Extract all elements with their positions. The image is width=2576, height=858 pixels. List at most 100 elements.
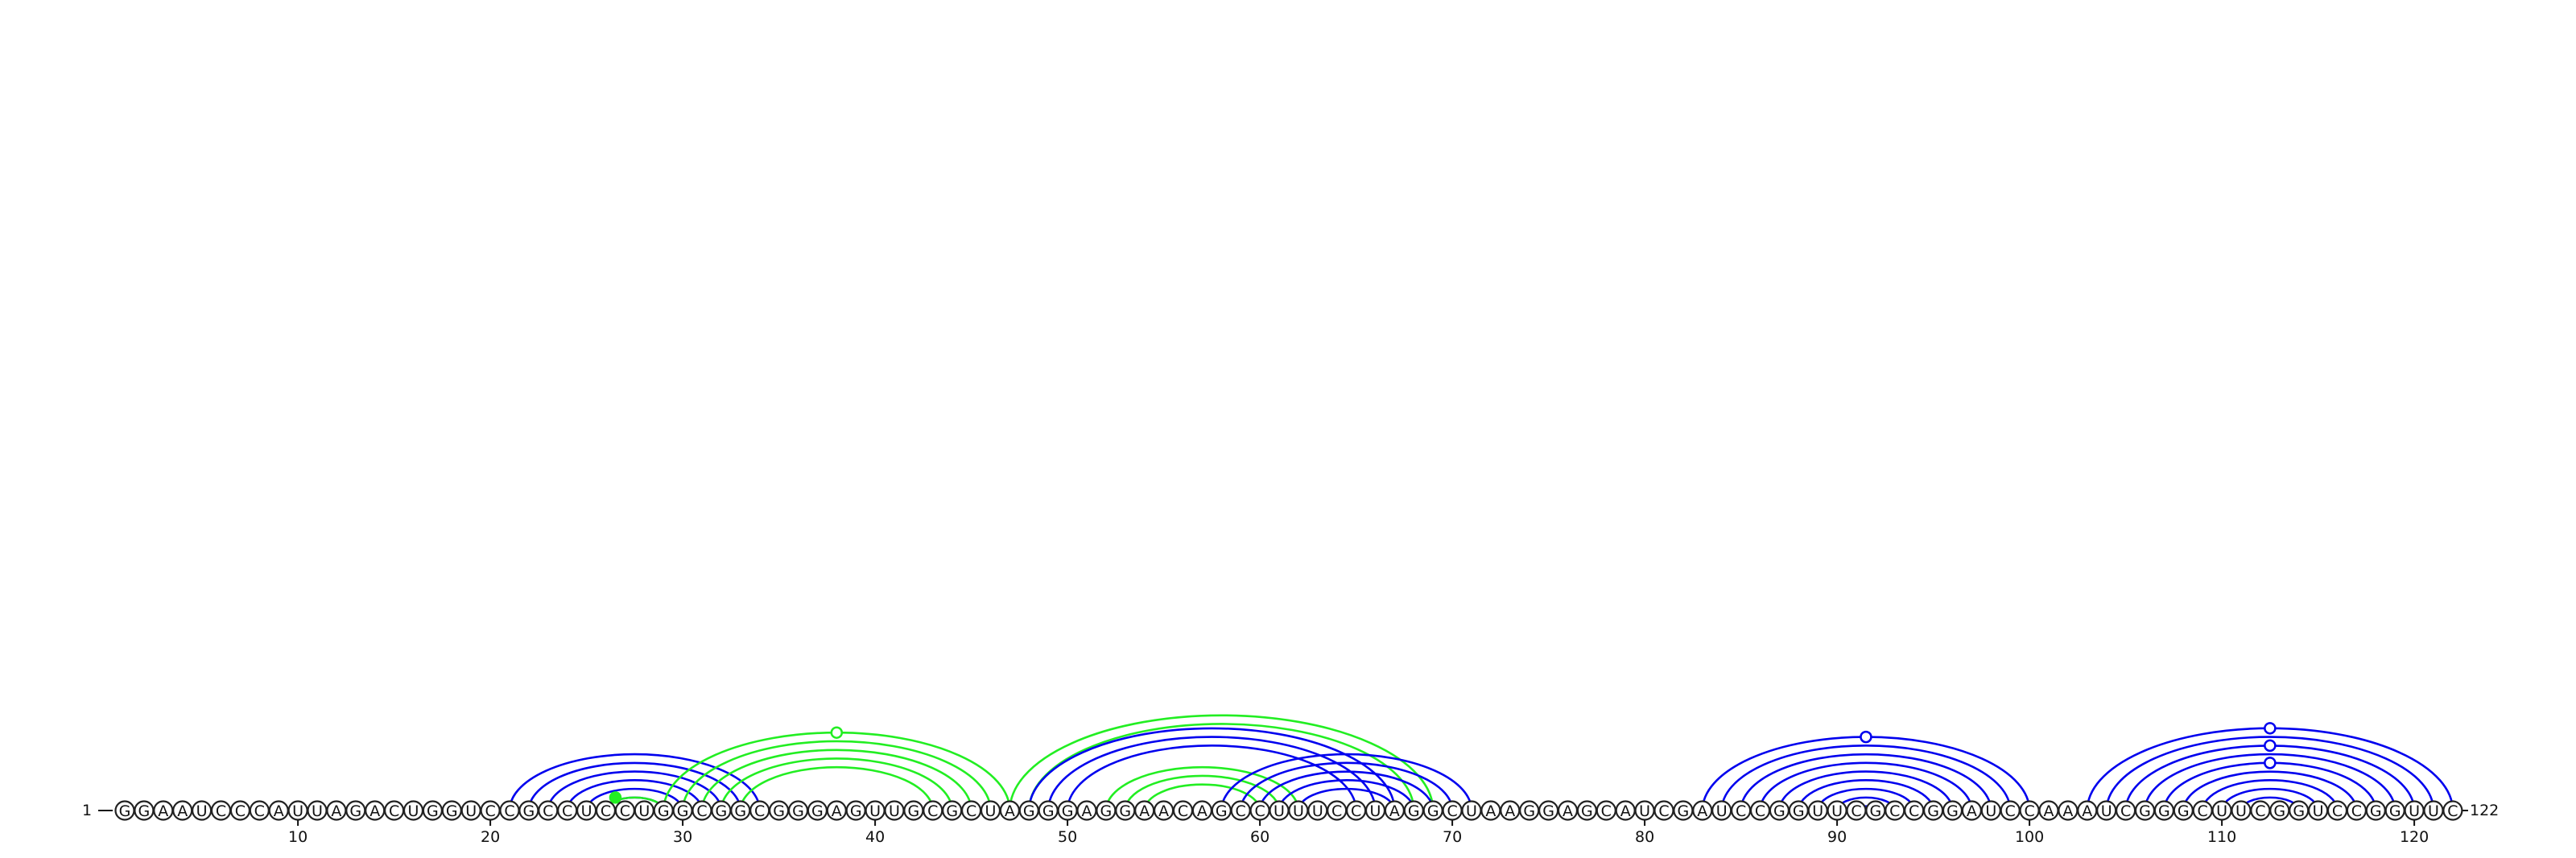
nucleotide-letter: G xyxy=(2389,802,2401,820)
nucleotide: C xyxy=(2116,800,2136,821)
nucleotide: G xyxy=(1211,800,1232,821)
nucleotide-letter: C xyxy=(601,802,611,820)
base-pair-arcs xyxy=(508,714,2454,811)
nucleotide-letter: G xyxy=(1062,802,1074,820)
nucleotide-letter: C xyxy=(620,802,630,820)
nucleotide-letter: A xyxy=(1139,802,1150,820)
nucleotide-letter: A xyxy=(1505,802,1515,820)
nucleotide-letter: A xyxy=(1389,802,1400,820)
tick-label-50: 50 xyxy=(1058,828,1077,846)
nucleotide: U xyxy=(634,800,654,821)
nucleotide: U xyxy=(2211,800,2232,821)
nucleotide-letter: U xyxy=(985,802,997,820)
nucleotide: U xyxy=(1269,800,1290,821)
nucleotide-letter: C xyxy=(389,802,399,820)
nucleotide-letter: C xyxy=(254,802,265,820)
nucleotide-letter: C xyxy=(1351,802,1361,820)
nucleotide: U xyxy=(1364,800,1386,821)
nucleotide-letter: G xyxy=(946,802,958,820)
nucleotide: U xyxy=(1634,800,1655,821)
arc-green-31-45 xyxy=(700,749,972,811)
arc-green-54-60 xyxy=(1143,783,1261,811)
nucleotide-letter: A xyxy=(158,802,168,820)
nucleotide: U xyxy=(2096,800,2117,821)
nucleotide: A xyxy=(1384,800,1406,821)
nucleotide: G xyxy=(942,800,963,821)
nucleotide-letter: U xyxy=(196,802,208,820)
nucleotide-letter: U xyxy=(292,802,303,820)
arc-blue-89-94 xyxy=(1816,787,1915,811)
nucleotide-letter: A xyxy=(369,802,380,820)
nucleotide-letter: U xyxy=(312,802,323,820)
nucleotide-letter: C xyxy=(1447,802,1457,820)
nucleotide: A xyxy=(2058,800,2079,821)
nucleotide: G xyxy=(345,800,366,821)
nucleotide-letter: G xyxy=(1023,802,1035,820)
nucleotide: G xyxy=(1788,800,1809,821)
nucleotide-letter: G xyxy=(1100,802,1113,820)
nucleotide: U xyxy=(2231,800,2252,821)
arc-blue-60-69 xyxy=(1258,770,1435,811)
nucleotide-letter: C xyxy=(1331,802,1342,820)
position-ticks: 10 20 30 40 50 60 70 80 90 100 110 120 xyxy=(288,820,2429,846)
nucleotide: G xyxy=(1942,800,1963,821)
arc-blue-22-33 xyxy=(527,761,742,811)
nucleotide-letter: U xyxy=(2313,802,2324,820)
nucleotide-letter: A xyxy=(1563,802,1573,820)
nucleotide-letter: C xyxy=(696,802,707,820)
nucleotide: G xyxy=(518,800,539,821)
nucleotide: G xyxy=(768,800,790,821)
arc-marker-8-2 xyxy=(2264,757,2277,769)
nucleotide-letter: G xyxy=(1678,802,1690,820)
start-label: 1 xyxy=(82,802,92,819)
nucleotide-letter: A xyxy=(2082,802,2092,820)
nucleotide: C xyxy=(1904,800,1925,821)
nucleotide-letter: U xyxy=(1274,802,1285,820)
nucleotide-letter: A xyxy=(832,802,842,820)
nucleotide: A xyxy=(172,800,193,821)
tick-label-110: 110 xyxy=(2207,828,2236,846)
nucleotide: A xyxy=(1153,800,1174,821)
nucleotide: A xyxy=(999,800,1021,821)
nucleotide-letter: G xyxy=(119,802,131,820)
nucleotide: C xyxy=(384,800,405,821)
nucleotide: G xyxy=(1018,800,1039,821)
nucleotide: G xyxy=(1038,800,1059,821)
nucleotide-letter: G xyxy=(908,802,920,820)
nucleotide: C xyxy=(210,800,232,821)
nucleotide-letter: C xyxy=(216,802,226,820)
nucleotide-letter: A xyxy=(1158,802,1169,820)
arc-marker-1-0 xyxy=(609,791,622,804)
nucleotide-letter: C xyxy=(235,802,246,820)
nucleotide: G xyxy=(1923,800,1944,821)
nucleotide-letter: G xyxy=(658,802,670,820)
nucleotide: G xyxy=(2153,800,2174,821)
nucleotide: C xyxy=(557,800,578,821)
nucleotide-letter: U xyxy=(1985,802,1996,820)
nucleotide: G xyxy=(1096,800,1117,821)
nucleotide: A xyxy=(1615,800,1636,821)
arc-blue-85-98 xyxy=(1740,753,1992,811)
nucleotide: C xyxy=(749,800,770,821)
nucleotide-letter: G xyxy=(850,802,862,820)
nucleotide: C xyxy=(1596,800,1616,821)
nucleotide: G xyxy=(787,800,809,821)
nucleotide-letter: G xyxy=(677,802,689,820)
nucleotide: G xyxy=(1057,800,1078,821)
nucleotide-letter: U xyxy=(869,802,881,820)
nucleotide: A xyxy=(1557,800,1579,821)
tick-label-10: 10 xyxy=(288,828,308,846)
tick-label-120: 120 xyxy=(2400,828,2429,846)
nucleotide-letter: G xyxy=(1216,802,1228,820)
nucleotide-letter: G xyxy=(1927,802,1939,820)
nucleotide-letter: C xyxy=(1909,802,1919,820)
nucleotide: G xyxy=(2384,800,2405,821)
nucleotide-letter: A xyxy=(1082,802,1092,820)
nucleotide: C xyxy=(499,800,520,821)
nucleotide: A xyxy=(826,800,847,821)
nucleotide-letter: G xyxy=(1042,802,1055,820)
nucleotide-letter: G xyxy=(1523,802,1535,820)
arc-green-32-44 xyxy=(720,757,953,811)
nucleotide: U xyxy=(884,800,905,821)
